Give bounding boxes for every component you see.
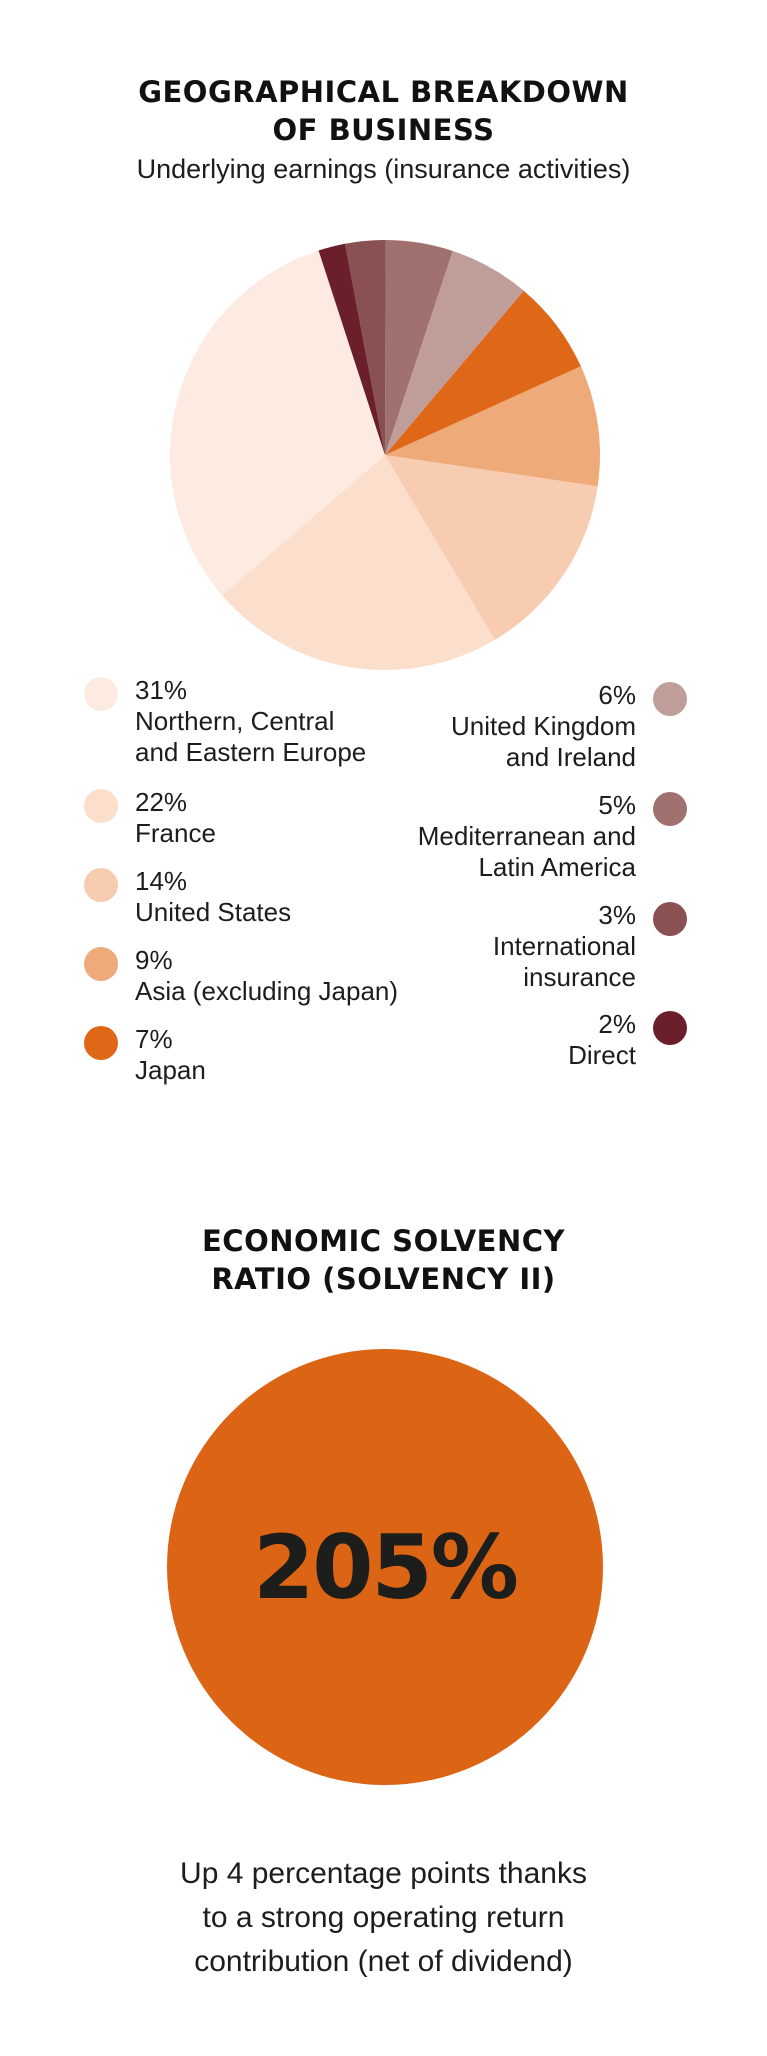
legend-label: France: [135, 818, 216, 848]
pie-chart: [170, 240, 600, 670]
solvency-circle: [167, 1349, 603, 1785]
legend-dot: [653, 1011, 687, 1045]
legend-item-united-kingdom-ireland: 6% United Kingdom and Ireland: [387, 680, 687, 772]
solvency-title-line2: RATIO (SOLVENCY II): [211, 1262, 556, 1296]
legend-label: Northern, Central and Eastern Europe: [135, 706, 367, 767]
legend-item-international-insurance: 3% International insurance: [387, 900, 687, 992]
chart-title-line2: OF BUSINESS: [272, 113, 495, 147]
chart-title-line1: GEOGRAPHICAL BREAKDOWN: [138, 75, 629, 109]
legend-pct: 7%: [135, 1024, 173, 1054]
legend-pct: 5%: [598, 790, 636, 820]
pie-slice-mediterranean-and-latin-america: [385, 240, 453, 455]
legend-dot: [84, 677, 118, 711]
legend-label: United States: [135, 897, 292, 927]
pie-slice-asia-excluding-japan: [385, 366, 600, 487]
chart-subtitle: Underlying earnings (insurance activitie…: [136, 154, 631, 184]
legend-item-united-states: 14% United States: [84, 866, 444, 930]
legend-dot: [653, 682, 687, 716]
legend-pct: 9%: [135, 945, 173, 975]
solvency-caption: Up 4 percentage points thanks to a stron…: [180, 1857, 587, 1978]
legend-dot: [84, 868, 118, 902]
pie-slice-united-kingdom-and-ireland: [385, 250, 524, 455]
legend-dot: [84, 947, 118, 981]
legend-pct: 22%: [135, 787, 188, 817]
legend-item-asia: 9% Asia (excluding Japan): [84, 945, 444, 1009]
pie-slice-france: [222, 455, 495, 670]
legend-label: International insurance: [492, 931, 636, 992]
legend-pct: 2%: [598, 1009, 636, 1039]
pie-slice-united-states: [385, 455, 598, 640]
solvency-ratio-value: 205%: [253, 1515, 519, 1619]
pie-slice-northern-central-and-eastern-europe: [170, 250, 385, 596]
pie-slice-japan: [385, 290, 581, 455]
legend-item-japan: 7% Japan: [84, 1024, 444, 1088]
legend-pct: 31%: [135, 675, 188, 705]
legend-item-france: 22% France: [84, 787, 444, 851]
legend-pct: 3%: [598, 900, 636, 930]
pie-slice-direct: [318, 243, 385, 455]
legend-dot: [653, 902, 687, 936]
legend-label: Mediterranean and Latin America: [417, 821, 636, 882]
legend-pct: 6%: [598, 680, 636, 710]
solvency-title-line1: ECONOMIC SOLVENCY: [201, 1224, 566, 1258]
legend-item-direct: 2% Direct: [387, 1009, 687, 1073]
legend-label: Japan: [135, 1055, 206, 1085]
pie-slice-international-insurance: [344, 240, 386, 455]
legend-item-mediterranean-latin-america: 5% Mediterranean and Latin America: [387, 790, 687, 882]
legend-dot: [653, 792, 687, 826]
legend-label: Direct: [568, 1040, 636, 1070]
legend-dot: [84, 789, 118, 823]
legend-dot: [84, 1026, 118, 1060]
legend-item-northern-central-eastern-europe: 31% Northern, Central and Eastern Europe: [84, 675, 444, 767]
legend-pct: 14%: [135, 866, 188, 896]
legend-label: United Kingdom and Ireland: [451, 711, 636, 772]
legend-label: Asia (excluding Japan): [135, 976, 399, 1006]
